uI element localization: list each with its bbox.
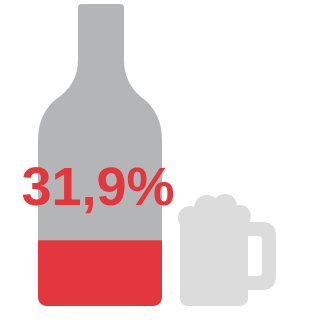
fill-level [30,240,170,306]
page: 31,9% (() => { const data = JSON.parse(d… [0,0,320,329]
value-label: 31,9% [21,157,174,217]
fill-group [30,240,170,306]
infographic: 31,9% [0,0,278,329]
beer-mug [178,194,276,306]
